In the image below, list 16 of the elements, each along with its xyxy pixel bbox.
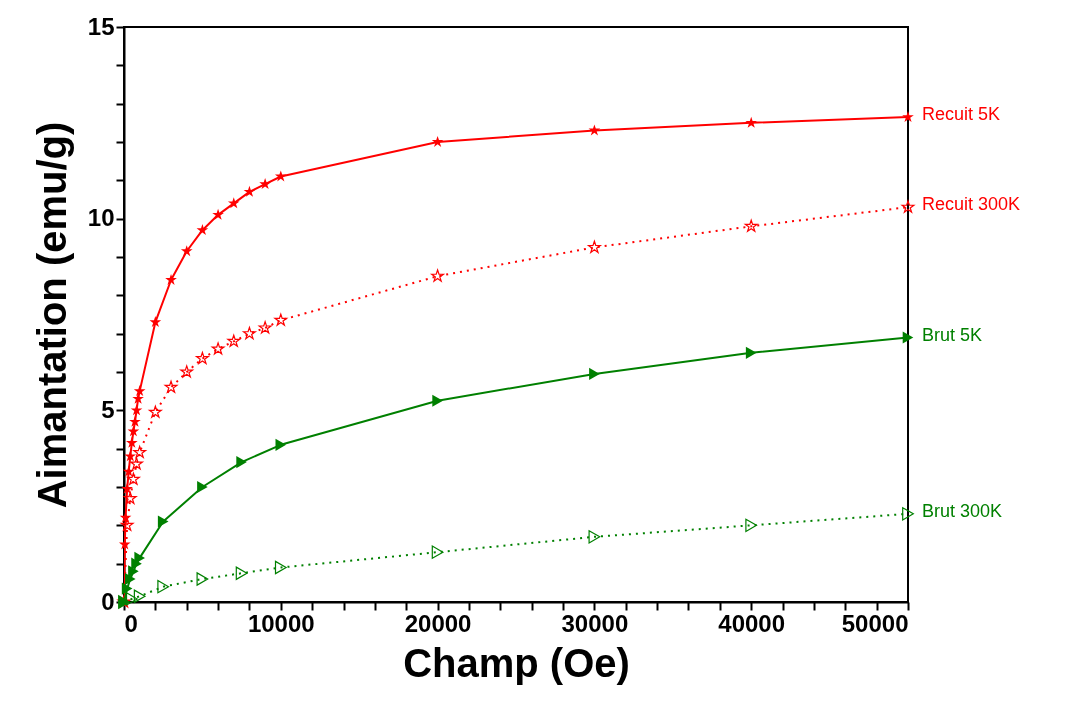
x-axis-title: Champ (Oe) xyxy=(403,640,630,685)
series-label: Recuit 300K xyxy=(922,194,1021,215)
series-label: Brut 300K xyxy=(922,500,1003,521)
x-tick-label: 0 xyxy=(124,609,138,637)
x-tick-label: 30000 xyxy=(561,609,629,637)
x-tick-label: 20000 xyxy=(404,609,472,637)
y-tick-label: 5 xyxy=(101,395,115,423)
x-tick-label: 50000 xyxy=(841,609,909,637)
x-tick-label: 10000 xyxy=(247,609,315,637)
x-tick-label: 40000 xyxy=(718,609,786,637)
y-tick-label: 15 xyxy=(87,12,115,40)
y-axis-title: Aimantation (emu/g) xyxy=(29,121,74,509)
y-tick-label: 10 xyxy=(87,204,115,232)
series-label: Brut 5K xyxy=(922,324,983,345)
series-label: Recuit 5K xyxy=(922,104,1001,125)
y-tick-label: 0 xyxy=(101,587,115,615)
